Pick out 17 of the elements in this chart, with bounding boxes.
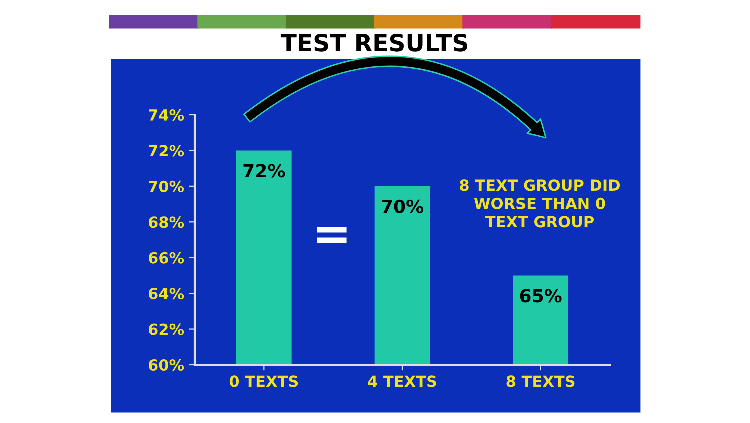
x-tick-label: 4 TEXTS [368, 376, 436, 388]
y-tick-label: 70% [149, 180, 184, 192]
x-tick-label: 8 TEXTS [506, 376, 575, 388]
y-tick-label: 72% [149, 145, 184, 157]
data-label: 72% [244, 164, 286, 178]
y-tick-label: 68% [148, 216, 184, 228]
y-tick-label: 64% [148, 288, 184, 300]
data-label: 65% [520, 289, 562, 303]
annotation: = [317, 227, 347, 244]
y-tick-label: 74% [149, 109, 184, 122]
y-tick-label: 62% [148, 324, 184, 336]
y-tick-label: 66% [148, 252, 184, 264]
y-tick-label: 60% [148, 359, 184, 372]
data-label: 70% [382, 200, 424, 214]
chart-title: TEST RESULTS [280, 34, 468, 52]
x-tick-label: 0 TEXTS [230, 376, 298, 388]
annotation: 8 TEXT GROUP DID WORSE THAN 0 TEXT GROUP [460, 180, 620, 228]
